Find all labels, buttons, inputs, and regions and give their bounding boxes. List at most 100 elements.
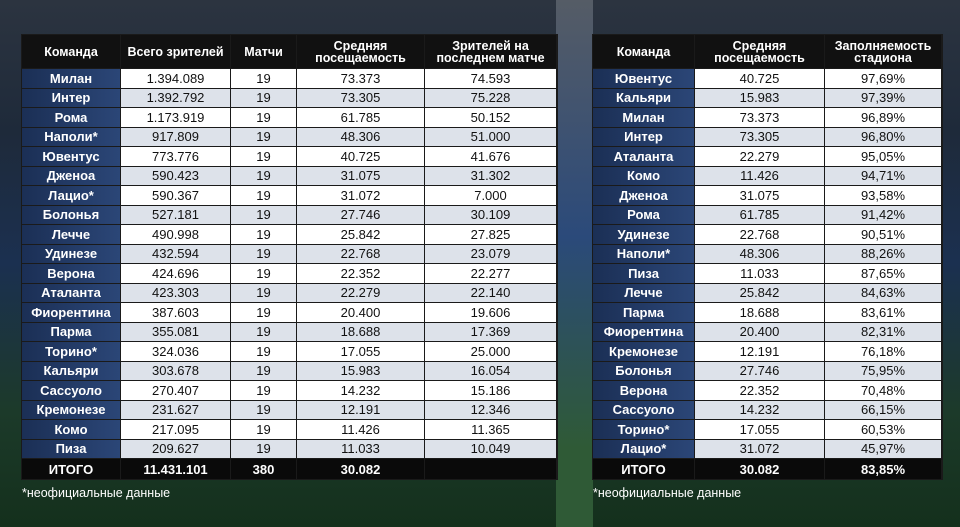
table-cell: 11.426 bbox=[297, 420, 424, 439]
table-cell: 20.400 bbox=[695, 322, 824, 341]
table-cell: 355.081 bbox=[121, 322, 230, 341]
table-cell: 19 bbox=[231, 186, 296, 205]
table-cell: 22.352 bbox=[695, 381, 824, 400]
team-name: Лацио* bbox=[593, 439, 694, 458]
table-cell: 19 bbox=[231, 147, 296, 166]
table-cell: 12.191 bbox=[695, 342, 824, 361]
table-cell: 1.392.792 bbox=[121, 88, 230, 107]
table-cell: 31.072 bbox=[695, 439, 824, 458]
table-cell: 217.095 bbox=[121, 420, 230, 439]
table-cell: 19 bbox=[231, 205, 296, 224]
team-name: Сассуоло bbox=[593, 400, 694, 419]
column-header: Матчи bbox=[231, 35, 296, 68]
team-name: Аталанта bbox=[593, 147, 694, 166]
team-name: Фиорентина bbox=[22, 303, 120, 322]
table-cell: 76,18% bbox=[825, 342, 941, 361]
column-header: Зрителей на последнем матче bbox=[425, 35, 556, 68]
table-cell: 22.768 bbox=[695, 225, 824, 244]
table-cell: 424.696 bbox=[121, 264, 230, 283]
total-cell: 380 bbox=[231, 459, 296, 479]
table-cell: 590.423 bbox=[121, 166, 230, 185]
team-name: Ювентус bbox=[22, 147, 120, 166]
table-cell: 15.983 bbox=[297, 361, 424, 380]
team-name: Кремонезе bbox=[22, 400, 120, 419]
team-name: Лечче bbox=[22, 225, 120, 244]
team-name: Удинезе bbox=[22, 244, 120, 263]
team-name: Парма bbox=[593, 303, 694, 322]
table-cell: 97,39% bbox=[825, 88, 941, 107]
table-cell: 94,71% bbox=[825, 166, 941, 185]
table-cell: 11.033 bbox=[297, 439, 424, 458]
column-header: Команда bbox=[593, 35, 694, 68]
total-cell: 11.431.101 bbox=[121, 459, 230, 479]
table-cell: 22.140 bbox=[425, 283, 556, 302]
table-cell: 16.054 bbox=[425, 361, 556, 380]
table-cell: 19 bbox=[231, 322, 296, 341]
table-cell: 51.000 bbox=[425, 127, 556, 146]
table-cell: 17.369 bbox=[425, 322, 556, 341]
table-cell: 73.373 bbox=[695, 108, 824, 127]
team-name: Кальяри bbox=[22, 361, 120, 380]
table-cell: 19 bbox=[231, 283, 296, 302]
table-cell: 19 bbox=[231, 225, 296, 244]
table-cell: 12.346 bbox=[425, 400, 556, 419]
table-cell: 23.079 bbox=[425, 244, 556, 263]
table-cell: 90,51% bbox=[825, 225, 941, 244]
team-name: Интер bbox=[593, 127, 694, 146]
footnote: *неофициальные данные bbox=[593, 486, 742, 500]
table-cell: 88,26% bbox=[825, 244, 941, 263]
table-cell: 19.606 bbox=[425, 303, 556, 322]
table-cell: 17.055 bbox=[695, 420, 824, 439]
column-header: Заполняемость стадиона bbox=[825, 35, 941, 68]
team-name: Аталанта bbox=[22, 283, 120, 302]
table-cell: 83,61% bbox=[825, 303, 941, 322]
table-cell: 10.049 bbox=[425, 439, 556, 458]
table-cell: 324.036 bbox=[121, 342, 230, 361]
table-cell: 30.109 bbox=[425, 205, 556, 224]
table-cell: 12.191 bbox=[297, 400, 424, 419]
team-name: Пиза bbox=[22, 439, 120, 458]
team-name: Торино* bbox=[593, 420, 694, 439]
total-label: ИТОГО bbox=[22, 459, 120, 479]
table-cell: 97,69% bbox=[825, 69, 941, 88]
table-cell: 19 bbox=[231, 127, 296, 146]
table-cell: 25.842 bbox=[297, 225, 424, 244]
table-cell: 40.725 bbox=[695, 69, 824, 88]
table-cell: 590.367 bbox=[121, 186, 230, 205]
table-cell: 15.983 bbox=[695, 88, 824, 107]
table-cell: 209.627 bbox=[121, 439, 230, 458]
table-cell: 40.725 bbox=[297, 147, 424, 166]
column-header: Всего зрителей bbox=[121, 35, 230, 68]
table-cell: 17.055 bbox=[297, 342, 424, 361]
table-cell: 527.181 bbox=[121, 205, 230, 224]
table-cell: 84,63% bbox=[825, 283, 941, 302]
table-cell: 19 bbox=[231, 381, 296, 400]
table-cell: 73.305 bbox=[695, 127, 824, 146]
team-name: Милан bbox=[593, 108, 694, 127]
total-cell bbox=[425, 459, 556, 479]
table-cell: 96,80% bbox=[825, 127, 941, 146]
team-name: Наполи* bbox=[593, 244, 694, 263]
table-cell: 66,15% bbox=[825, 400, 941, 419]
table-cell: 15.186 bbox=[425, 381, 556, 400]
table-cell: 19 bbox=[231, 400, 296, 419]
table-cell: 11.426 bbox=[695, 166, 824, 185]
team-name: Интер bbox=[22, 88, 120, 107]
team-name: Пиза bbox=[593, 264, 694, 283]
total-label: ИТОГО bbox=[593, 459, 694, 479]
column-header: Средняя посещаемость bbox=[695, 35, 824, 68]
table-cell: 432.594 bbox=[121, 244, 230, 263]
table-cell: 95,05% bbox=[825, 147, 941, 166]
table-cell: 14.232 bbox=[695, 400, 824, 419]
table-cell: 270.407 bbox=[121, 381, 230, 400]
table-cell: 19 bbox=[231, 439, 296, 458]
table-cell: 19 bbox=[231, 244, 296, 263]
team-name: Сассуоло bbox=[22, 381, 120, 400]
team-name: Комо bbox=[22, 420, 120, 439]
table-cell: 14.232 bbox=[297, 381, 424, 400]
table-cell: 231.627 bbox=[121, 400, 230, 419]
team-name: Верона bbox=[22, 264, 120, 283]
team-name: Удинезе bbox=[593, 225, 694, 244]
team-name: Комо bbox=[593, 166, 694, 185]
table-cell: 31.072 bbox=[297, 186, 424, 205]
